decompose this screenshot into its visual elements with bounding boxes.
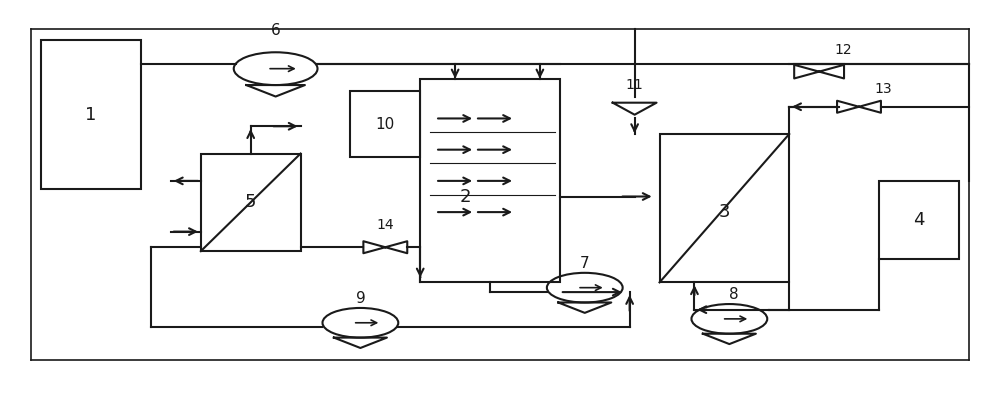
Bar	[660, 134, 789, 282]
Text: 4: 4	[913, 211, 925, 229]
Bar	[420, 79, 560, 282]
Text: 8: 8	[729, 287, 739, 302]
Text: 9: 9	[356, 291, 365, 306]
Text: 5: 5	[245, 193, 256, 211]
Text: 12: 12	[834, 43, 852, 57]
Bar	[350, 91, 420, 158]
Text: 7: 7	[580, 255, 590, 271]
Bar	[201, 154, 301, 251]
Text: 14: 14	[377, 218, 394, 231]
Text: 2: 2	[459, 187, 471, 206]
Text: 6: 6	[271, 24, 281, 39]
Text: 11: 11	[626, 78, 644, 92]
Text: 3: 3	[719, 203, 730, 221]
Text: 13: 13	[874, 82, 892, 96]
Bar	[879, 181, 959, 259]
Text: 1: 1	[85, 106, 97, 123]
Bar	[41, 40, 141, 189]
Text: 10: 10	[376, 117, 395, 132]
